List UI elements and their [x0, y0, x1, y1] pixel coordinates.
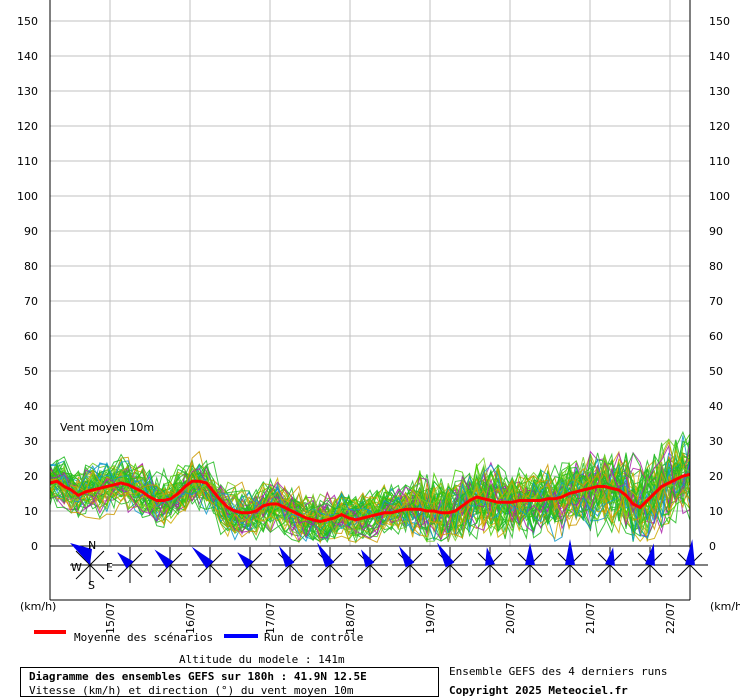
y-axis-right-ticks: 0 10 20 30 40 50 60 70 80 90 100 110 120 130 140 150	[709, 15, 730, 553]
y-unit-right: (km/h)	[710, 600, 740, 613]
y-tick-label-left: 120	[17, 120, 38, 133]
plot-annotation: Vent moyen 10m	[60, 421, 154, 434]
info-title: Diagramme des ensembles GEFS sur 180h : …	[29, 670, 367, 683]
y-tick-label-right: 150	[709, 15, 730, 28]
wind-direction-glyph	[432, 542, 468, 583]
y-tick-label-right: 60	[709, 330, 723, 343]
legend: Moyenne des scénarios Run de contrôle	[34, 630, 363, 644]
y-tick-label-right: 140	[709, 50, 730, 63]
y-tick-label-right: 70	[709, 295, 723, 308]
ensemble-members	[49, 430, 691, 545]
y-unit-left: (km/h)	[20, 600, 56, 613]
y-tick-label-right: 10	[709, 505, 723, 518]
wind-direction-glyph	[232, 547, 268, 583]
chart-grid	[50, 0, 690, 546]
mean-series	[49, 472, 691, 524]
y-tick-label-right: 30	[709, 435, 723, 448]
compass-rose: N S W E	[70, 539, 113, 592]
wind-direction-glyph	[112, 547, 148, 583]
y-tick-label-right: 0	[709, 540, 716, 553]
y-axis-left-ticks: 0 10 20 30 40 50 60 70 80 90 100 110 120 130 140 150	[17, 15, 38, 553]
legend-control-swatch	[224, 634, 258, 638]
y-tick-label-right: 90	[709, 225, 723, 238]
x-tick-label: 20/07	[504, 602, 517, 634]
copyright-label: Copyright 2025 Meteociel.fr	[449, 684, 628, 697]
x-tick-label: 21/07	[584, 602, 597, 634]
ensemble-member-line	[49, 460, 691, 543]
y-tick-label-left: 90	[24, 225, 38, 238]
ensemble-member-line	[49, 452, 691, 536]
ensemble-member-line	[49, 452, 691, 533]
runs-label: Ensemble GEFS des 4 derniers runs	[449, 665, 668, 678]
y-tick-label-right: 110	[709, 155, 730, 168]
ensemble-member-line	[49, 449, 691, 535]
compass-n: N	[88, 539, 96, 552]
wind-direction-glyph	[512, 543, 548, 583]
y-tick-label-left: 0	[31, 540, 38, 553]
wind-direction-glyph	[672, 539, 708, 583]
y-tick-label-left: 30	[24, 435, 38, 448]
y-tick-label-right: 40	[709, 400, 723, 413]
wind-direction-glyph	[552, 539, 588, 583]
compass-w: W	[71, 561, 82, 574]
y-tick-label-left: 70	[24, 295, 38, 308]
info-subtitle: Vitesse (km/h) et direction (°) du vent …	[29, 684, 354, 697]
compass-s: S	[88, 579, 95, 592]
ensemble-member-line	[49, 461, 691, 542]
y-tick-label-left: 20	[24, 470, 38, 483]
x-tick-label: 19/07	[424, 602, 437, 634]
y-tick-label-left: 10	[24, 505, 38, 518]
wind-direction-glyph	[632, 543, 668, 583]
y-tick-label-right: 20	[709, 470, 723, 483]
x-axis-labels: 15/07 16/07 17/07 18/07 19/07 20/07 21/07 22/07	[104, 602, 677, 634]
wind-direction-glyph	[312, 542, 348, 583]
wind-direction-glyph	[272, 545, 308, 583]
y-tick-label-left: 60	[24, 330, 38, 343]
chart-axes	[49, 0, 691, 601]
x-tick-label: 15/07	[104, 602, 117, 634]
legend-mean-label: Moyenne des scénarios	[74, 631, 213, 644]
altitude-label: Altitude du modele : 141m	[179, 653, 345, 666]
x-tick-label: 18/07	[344, 602, 357, 634]
x-tick-label: 17/07	[264, 602, 277, 634]
wind-direction-glyph	[191, 546, 228, 583]
y-tick-label-left: 80	[24, 260, 38, 273]
y-tick-label-left: 130	[17, 85, 38, 98]
y-tick-label-right: 80	[709, 260, 723, 273]
y-tick-label-left: 50	[24, 365, 38, 378]
y-tick-label-left: 110	[17, 155, 38, 168]
wind-direction-row	[112, 539, 708, 583]
y-tick-label-right: 130	[709, 85, 730, 98]
compass-e: E	[106, 561, 113, 574]
ensemble-member-line	[49, 444, 691, 541]
wind-direction-glyph	[152, 547, 188, 583]
y-tick-label-left: 40	[24, 400, 38, 413]
mean-series-line	[49, 472, 691, 524]
y-tick-label-right: 50	[709, 365, 723, 378]
y-tick-label-right: 100	[709, 190, 730, 203]
x-tick-label: 22/07	[664, 602, 677, 634]
ensemble-member-line	[49, 460, 691, 543]
wind-direction-glyph	[352, 547, 388, 583]
info-box: Diagramme des ensembles GEFS sur 180h : …	[20, 667, 439, 697]
x-tick-label: 16/07	[184, 602, 197, 634]
y-tick-label-left: 140	[17, 50, 38, 63]
y-tick-label-left: 150	[17, 15, 38, 28]
compass-arrow-icon	[70, 543, 92, 565]
wind-direction-glyph	[472, 547, 508, 583]
wind-direction-glyph	[392, 545, 428, 583]
wind-direction-glyph	[592, 547, 628, 583]
y-tick-label-right: 120	[709, 120, 730, 133]
y-tick-label-left: 100	[17, 190, 38, 203]
legend-control-label: Run de contrôle	[264, 631, 363, 644]
legend-mean-swatch	[34, 630, 66, 634]
